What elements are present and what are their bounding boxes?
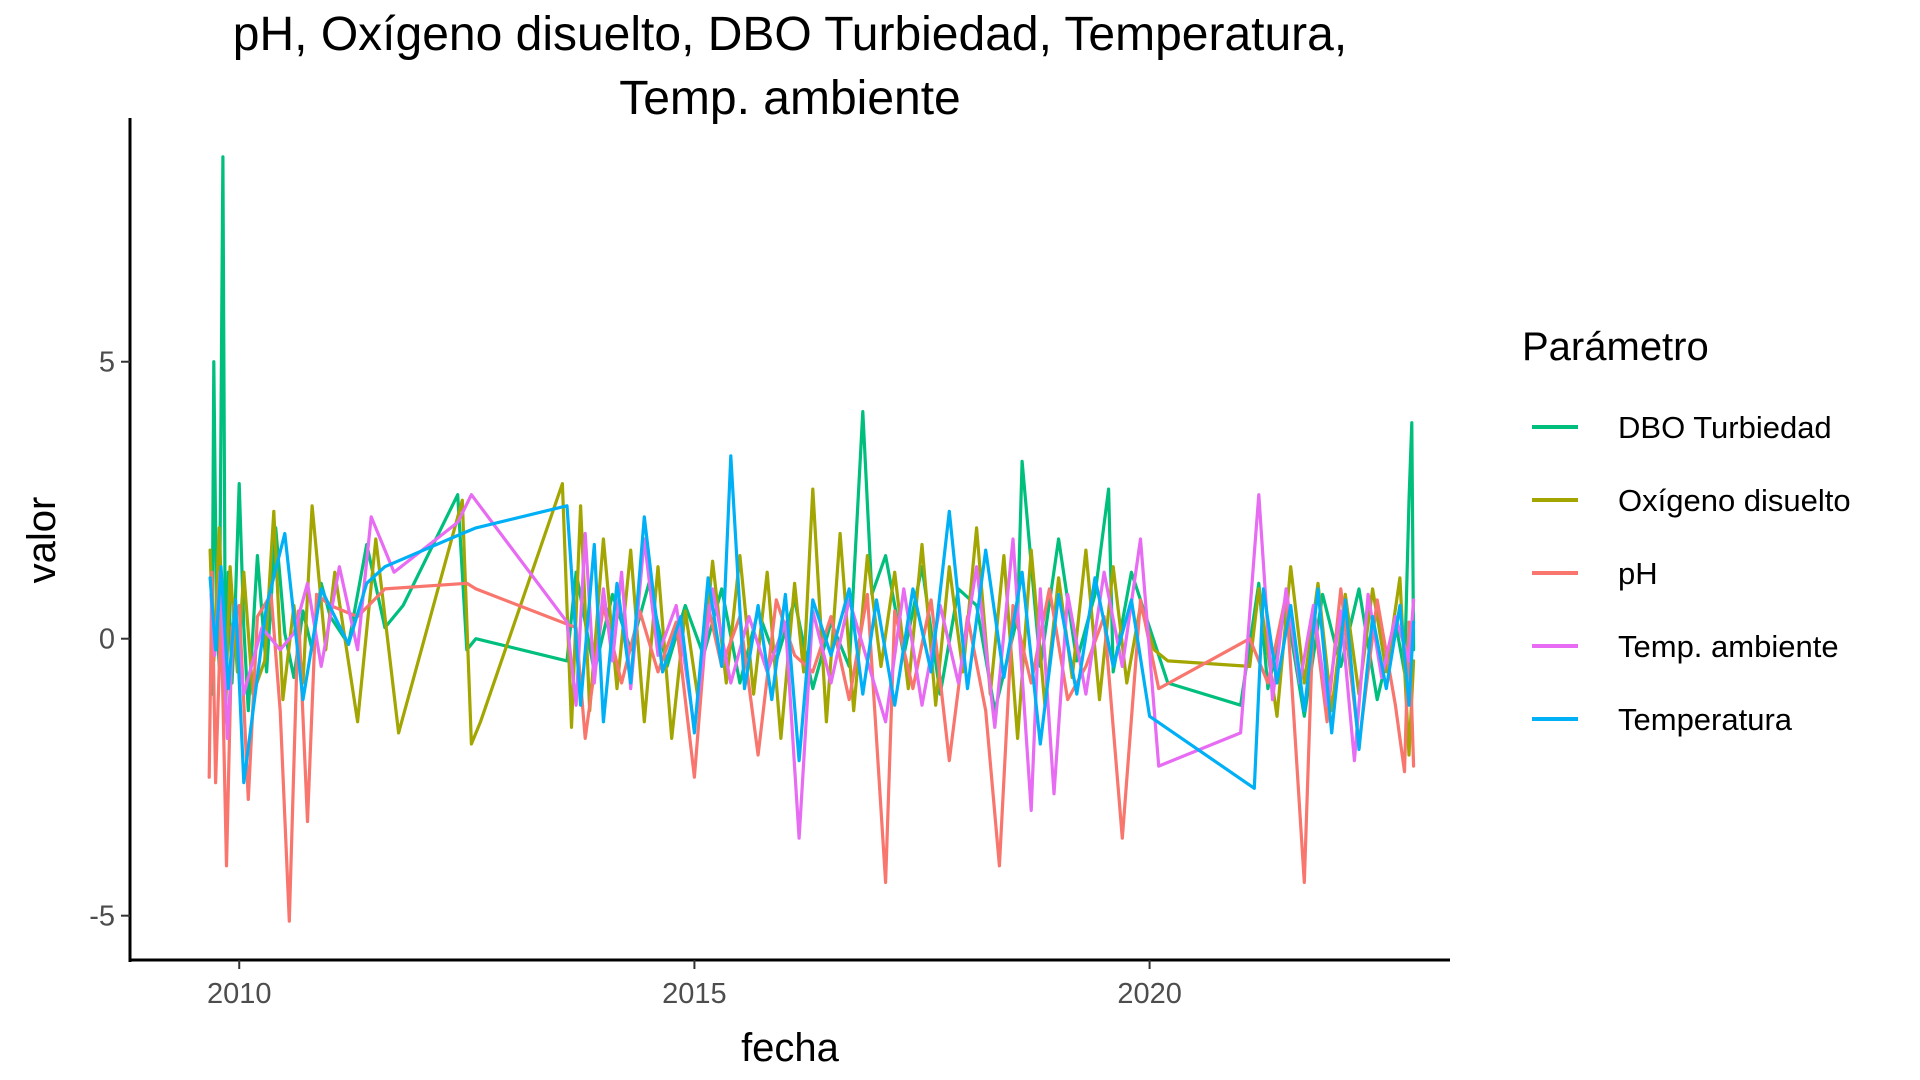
legend-label: pH <box>1618 556 1658 591</box>
y-axis-title: valor <box>20 497 64 584</box>
legend-label: DBO Turbiedad <box>1618 410 1832 445</box>
x-tick-label: 2020 <box>1117 978 1182 1010</box>
x-tick-label: 2010 <box>207 978 272 1010</box>
series-line-4 <box>208 454 1416 790</box>
y-tick-label: 0 <box>99 624 115 656</box>
y-tick-label: 5 <box>99 347 115 379</box>
legend-label: Temp. ambiente <box>1618 629 1839 664</box>
y-tick-label: -5 <box>89 901 115 933</box>
y-axis-ticks: -5 0 5 <box>89 347 130 933</box>
legend-label: Oxígeno disuelto <box>1618 483 1851 518</box>
chart-title-line-1: pH, Oxígeno disuelto, DBO Turbiedad, Tem… <box>233 8 1347 61</box>
x-axis-title: fecha <box>741 1026 840 1070</box>
series-lines <box>207 155 1416 923</box>
legend: Parámetro DBO Turbiedad Oxígeno disuelto p… <box>1522 325 1851 737</box>
series-line-2 <box>207 570 1416 923</box>
x-axis-ticks: 2010 2015 2020 <box>207 960 1182 1010</box>
series-line-1 <box>208 482 1416 757</box>
legend-title: Parámetro <box>1522 325 1709 369</box>
legend-label: Temperatura <box>1618 702 1793 737</box>
chart-title-line-2: Temp. ambiente <box>619 72 961 125</box>
x-tick-label: 2015 <box>662 978 727 1010</box>
